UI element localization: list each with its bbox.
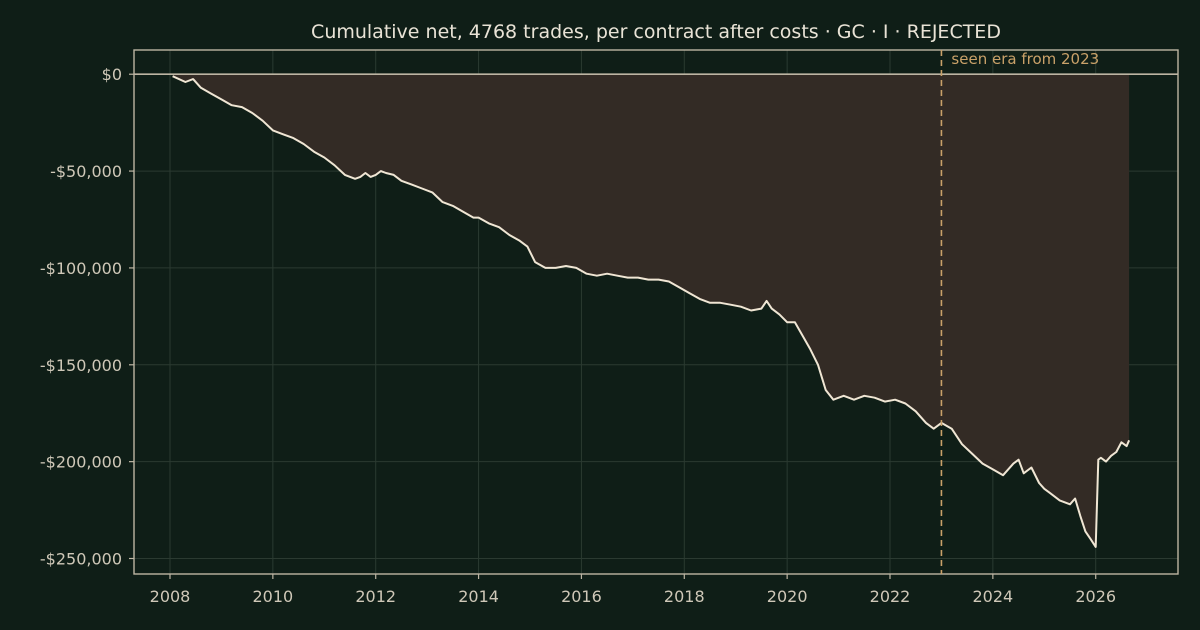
x-tick-label: 2014 xyxy=(458,587,499,606)
y-tick-label: -$250,000 xyxy=(40,550,122,569)
y-axis-ticks: $0 -$50,000 -$100,000 -$150,000 -$200,000 -$2… xyxy=(40,65,134,569)
seen-era-label: seen era from 2023 xyxy=(951,50,1099,68)
x-tick-label: 2026 xyxy=(1075,587,1116,606)
x-tick-label: 2020 xyxy=(767,587,808,606)
x-tick-label: 2010 xyxy=(252,587,293,606)
x-tick-label: 2016 xyxy=(561,587,602,606)
seen-era-marker: seen era from 2023 xyxy=(940,50,1099,574)
x-tick-label: 2024 xyxy=(972,587,1013,606)
y-tick-label: -$150,000 xyxy=(40,356,122,375)
y-tick-label: $0 xyxy=(102,65,122,84)
x-tick-label: 2008 xyxy=(150,587,191,606)
plot-frame xyxy=(133,49,1179,575)
x-tick-label: 2012 xyxy=(355,587,396,606)
chart-title: Cumulative net, 4768 trades, per contrac… xyxy=(311,21,1001,43)
y-tick-label: -$50,000 xyxy=(50,162,122,181)
axes xyxy=(133,49,1179,575)
x-tick-label: 2018 xyxy=(664,587,705,606)
equity-line xyxy=(172,75,1131,548)
x-tick-label: 2022 xyxy=(870,587,911,606)
y-tick-label: -$200,000 xyxy=(40,453,122,472)
drawdown-fill xyxy=(172,74,1130,547)
x-axis-ticks: 2008 2010 2012 2014 2016 2018 2020 2022 2024 2026 xyxy=(150,574,1116,606)
plot-area xyxy=(134,73,1178,548)
y-tick-label: -$100,000 xyxy=(40,259,122,278)
